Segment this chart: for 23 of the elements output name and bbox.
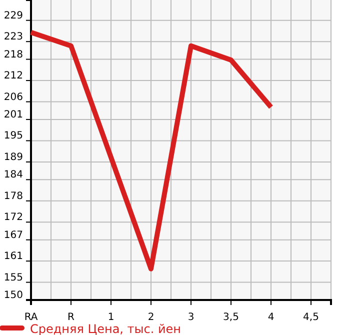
y-tick-label: 195 bbox=[4, 130, 23, 142]
y-tick-label: 172 bbox=[4, 212, 23, 224]
y-tick-label: 189 bbox=[4, 152, 23, 163]
x-tick-label: R bbox=[68, 312, 75, 324]
y-tick-label: 155 bbox=[4, 272, 23, 284]
y-tick-label: 212 bbox=[4, 70, 23, 82]
x-tick-label: 3 bbox=[188, 312, 194, 324]
y-tick-label: 201 bbox=[4, 109, 23, 120]
y-tick-label: 229 bbox=[4, 10, 23, 22]
y-tick-label: 167 bbox=[4, 230, 23, 241]
x-tick-label: 2 bbox=[148, 312, 154, 324]
x-tick-label: RA bbox=[24, 312, 38, 324]
y-tick-label: 184 bbox=[4, 170, 23, 181]
x-tick-label: 4,5 bbox=[303, 312, 319, 324]
x-tick-label: 1 bbox=[108, 312, 114, 324]
y-tick-label: 206 bbox=[4, 92, 23, 103]
y-tick-label: 223 bbox=[4, 32, 23, 43]
x-tick-label: 4 bbox=[268, 312, 274, 324]
y-tick-label: 218 bbox=[4, 49, 23, 60]
y-tick-label: 161 bbox=[4, 251, 23, 262]
y-tick-label: 178 bbox=[4, 190, 23, 202]
x-tick-label: 3,5 bbox=[223, 312, 239, 324]
y-tick-label: 150 bbox=[4, 290, 23, 301]
